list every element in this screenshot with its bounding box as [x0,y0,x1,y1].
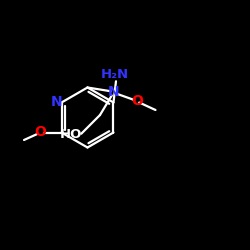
Text: HO: HO [60,128,82,141]
Text: N: N [108,86,120,100]
Text: O: O [131,94,143,108]
Text: O: O [34,126,46,140]
Text: N: N [51,96,63,110]
Text: H₂N: H₂N [101,68,129,81]
